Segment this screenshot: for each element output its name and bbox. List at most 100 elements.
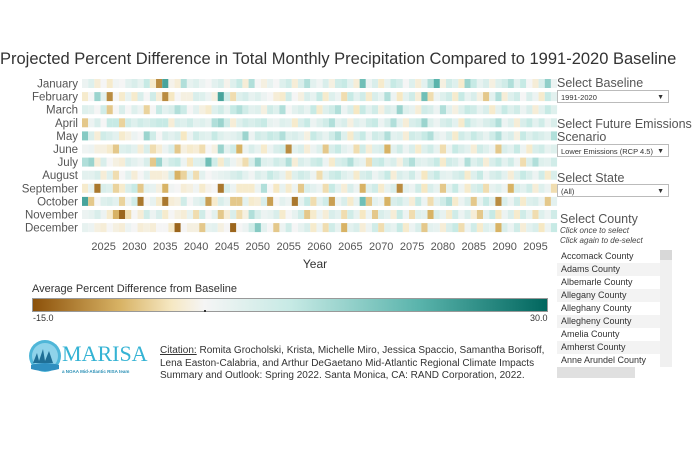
heatmap-cell bbox=[501, 210, 508, 219]
heatmap-cell bbox=[452, 144, 459, 154]
heatmap-cell bbox=[82, 118, 89, 128]
heatmap-cell bbox=[304, 144, 311, 154]
baseline-select[interactable]: 1991-2020 ▼ bbox=[557, 90, 669, 103]
county-item[interactable]: Albemarle County bbox=[557, 276, 660, 289]
county-item[interactable]: Alleghany County bbox=[557, 302, 660, 315]
heatmap-cell bbox=[211, 105, 218, 115]
heatmap-cell bbox=[106, 210, 113, 219]
heatmap-cell bbox=[446, 210, 453, 219]
county-item[interactable]: Allegany County bbox=[557, 289, 660, 302]
heatmap-cell bbox=[242, 131, 249, 141]
heatmap-cell bbox=[347, 223, 354, 233]
heatmap-cell bbox=[199, 118, 206, 128]
heatmap-cell bbox=[550, 79, 558, 88]
heatmap-cell bbox=[211, 170, 218, 180]
heatmap-cell bbox=[538, 170, 545, 180]
heatmap-cell bbox=[285, 183, 292, 193]
heatmap-cell bbox=[162, 223, 169, 233]
heatmap-cell bbox=[267, 157, 274, 167]
heatmap-cell bbox=[513, 223, 521, 233]
heatmap-cell bbox=[452, 118, 459, 128]
heatmap-cell bbox=[205, 157, 212, 167]
heatmap-cell bbox=[495, 183, 502, 193]
heatmap-cell bbox=[427, 92, 434, 102]
state-select[interactable]: (All) ▼ bbox=[557, 184, 669, 197]
heatmap-cell bbox=[544, 144, 551, 154]
heatmap-cell bbox=[396, 131, 403, 141]
heatmap-cell bbox=[396, 105, 403, 115]
heatmap-cell bbox=[390, 210, 397, 219]
heatmap-cell bbox=[223, 183, 231, 193]
heatmap-cell bbox=[291, 131, 298, 141]
heatmap-cell bbox=[353, 131, 360, 141]
heatmap-cell bbox=[125, 223, 132, 233]
heatmap-cell bbox=[378, 92, 385, 102]
heatmap-cell bbox=[217, 183, 224, 193]
heatmap-cell bbox=[149, 183, 157, 193]
heatmap-cell bbox=[446, 183, 453, 193]
heatmap-cell bbox=[396, 223, 403, 233]
heatmap-cell bbox=[168, 210, 175, 219]
citation-label: Citation: bbox=[160, 345, 197, 356]
heatmap-cell bbox=[470, 144, 477, 154]
heatmap-cell bbox=[384, 92, 391, 102]
county-item[interactable]: Amelia County bbox=[557, 328, 660, 341]
heatmap-cell bbox=[236, 79, 243, 88]
heatmap-cell bbox=[82, 183, 89, 193]
county-scrollbar[interactable] bbox=[660, 250, 672, 367]
county-item[interactable]: Accomack County bbox=[557, 250, 660, 263]
heatmap-cell bbox=[180, 118, 187, 128]
heatmap-cell bbox=[143, 223, 150, 233]
heatmap-cell bbox=[242, 144, 249, 154]
heatmap-cell bbox=[236, 144, 243, 154]
heatmap-cell bbox=[439, 144, 447, 154]
heatmap-cell bbox=[409, 144, 416, 154]
heatmap-cell bbox=[125, 170, 132, 180]
heatmap-cell bbox=[316, 79, 323, 88]
heatmap-cell bbox=[180, 196, 187, 206]
heatmap-cell bbox=[310, 118, 317, 128]
heatmap-cell bbox=[415, 157, 422, 167]
heatmap-cell bbox=[415, 105, 422, 115]
heatmap-cell bbox=[254, 105, 261, 115]
heatmap-cell bbox=[316, 118, 323, 128]
county-item[interactable]: Anne Arundel County bbox=[557, 354, 660, 367]
heatmap-cell bbox=[285, 196, 292, 206]
heatmap-cell bbox=[94, 183, 101, 193]
heatmap-cell bbox=[106, 196, 113, 206]
heatmap-cell bbox=[359, 105, 366, 115]
heatmap-cell bbox=[501, 183, 508, 193]
heatmap-cell bbox=[347, 118, 354, 128]
heatmap-cell bbox=[513, 210, 521, 219]
county-item[interactable]: Allegheny County bbox=[557, 315, 660, 328]
heatmap-cell bbox=[421, 79, 428, 88]
logo-tagline: a NOAA Mid-Atlantic RISA team bbox=[62, 369, 130, 374]
county-item[interactable]: Amherst County bbox=[557, 341, 660, 354]
heatmap-cell bbox=[162, 79, 169, 88]
horizontal-scrollbar[interactable] bbox=[557, 367, 635, 378]
heatmap-cell bbox=[94, 144, 101, 154]
heatmap-cell bbox=[452, 183, 459, 193]
county-item[interactable]: Adams County bbox=[557, 263, 660, 276]
heatmap-cell bbox=[439, 183, 447, 193]
scenario-label: Select Future Emissions bbox=[557, 117, 692, 131]
heatmap-cell bbox=[439, 170, 447, 180]
heatmap-cell bbox=[495, 170, 502, 180]
heatmap-cell bbox=[230, 79, 237, 88]
heatmap-cell bbox=[458, 131, 465, 141]
heatmap-cell bbox=[347, 183, 354, 193]
heatmap-cell bbox=[353, 92, 360, 102]
heatmap-cell bbox=[143, 170, 150, 180]
heatmap-cell bbox=[88, 196, 95, 206]
heatmap-cell bbox=[470, 170, 477, 180]
heatmap-cell bbox=[371, 183, 379, 193]
scenario-select[interactable]: Lower Emissions (RCP 4.5) ▼ bbox=[557, 144, 669, 157]
heatmap-cell bbox=[328, 131, 335, 141]
heatmap-cell bbox=[230, 196, 237, 206]
heatmap-cell bbox=[254, 92, 261, 102]
heatmap-cell bbox=[106, 157, 113, 167]
heatmap-cell bbox=[217, 210, 224, 219]
logo-name: MARISA bbox=[62, 341, 148, 366]
scrollbar-thumb[interactable] bbox=[660, 250, 672, 260]
heatmap-cell bbox=[483, 118, 490, 128]
